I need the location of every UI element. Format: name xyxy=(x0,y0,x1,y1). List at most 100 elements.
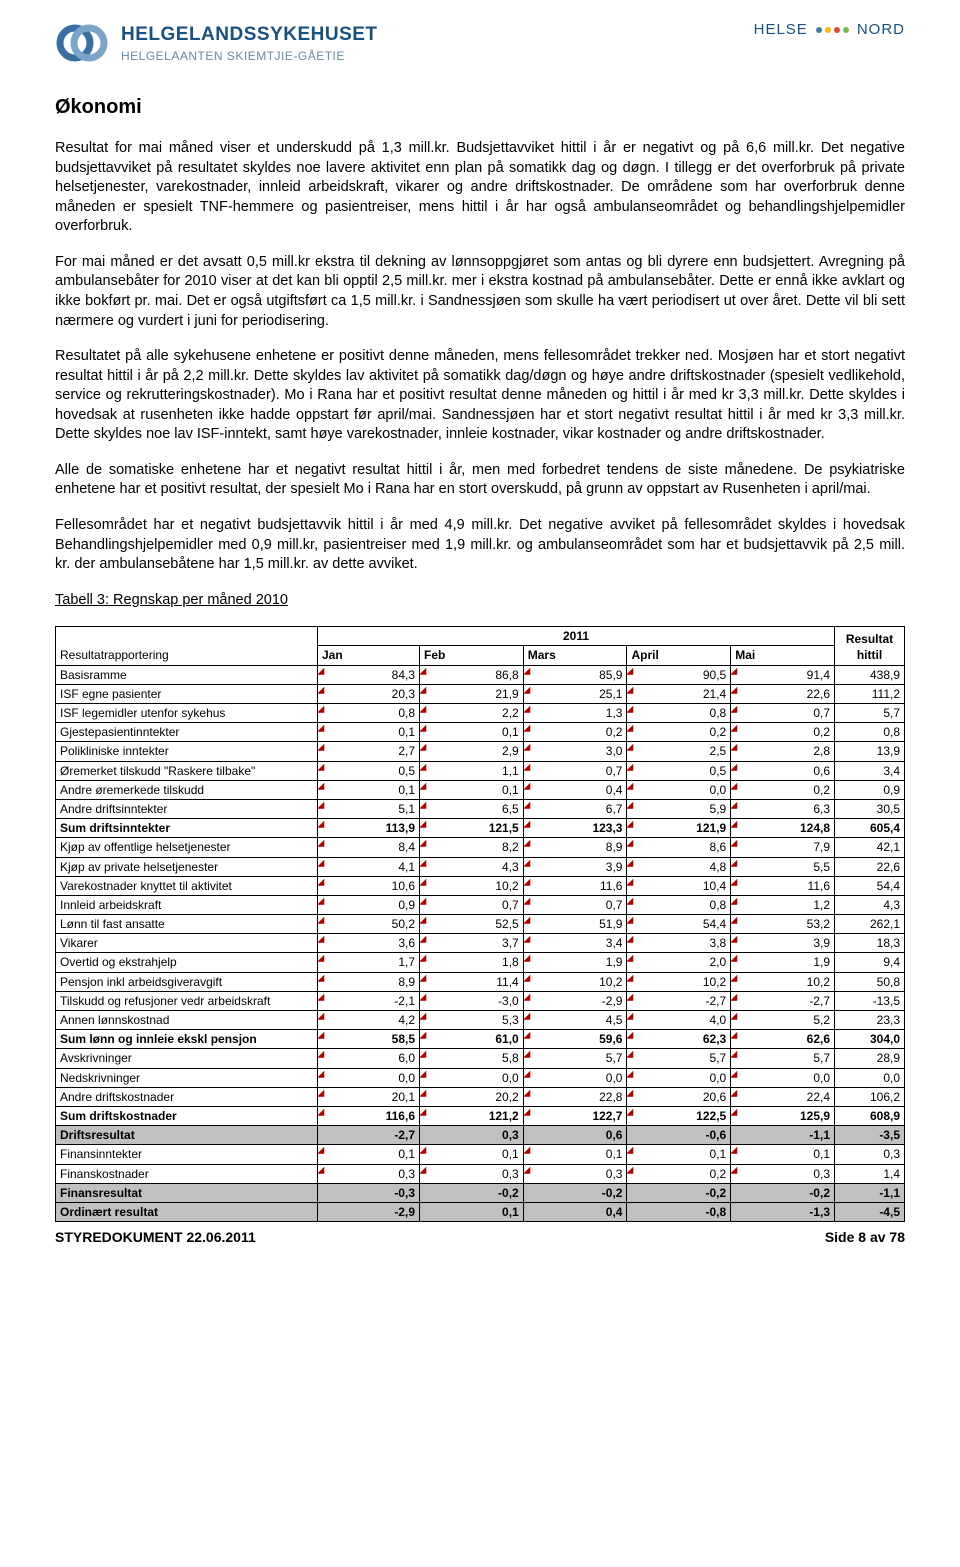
cell-marker-icon xyxy=(627,706,638,717)
cell-value: 0,3 xyxy=(523,1164,627,1183)
cell-marker-icon xyxy=(419,1166,430,1177)
cell-marker-icon xyxy=(730,744,741,755)
cell-marker-icon xyxy=(419,1109,430,1120)
hospital-logo-icon xyxy=(55,20,111,66)
cell-marker-icon xyxy=(523,802,534,813)
cell-value: 5,7 xyxy=(523,1049,627,1068)
year-header: 2011 xyxy=(318,627,835,646)
table-body: Basisramme84,386,885,990,591,4438,9ISF e… xyxy=(56,665,905,1221)
row-label: Gjestepasientinntekter xyxy=(56,723,318,742)
cell-marker-icon xyxy=(317,917,328,928)
cell-marker-icon xyxy=(523,687,534,698)
cell-value: 0,1 xyxy=(318,1145,420,1164)
row-label: Lønn til fast ansatte xyxy=(56,915,318,934)
cell-marker-icon xyxy=(627,763,638,774)
cell-marker-icon xyxy=(317,898,328,909)
row-label: Driftsresultat xyxy=(56,1126,318,1145)
row-label: Pensjon inkl arbeidsgiveravgift xyxy=(56,972,318,991)
row-label: Overtid og ekstrahjelp xyxy=(56,953,318,972)
table-row: Gjestepasientinntekter0,10,10,20,20,20,8 xyxy=(56,723,905,742)
cell-marker-icon xyxy=(627,744,638,755)
row-label: Sum lønn og innleie ekskl pensjon xyxy=(56,1030,318,1049)
cell-value: 13,9 xyxy=(835,742,905,761)
cell-value: -2,7 xyxy=(627,991,731,1010)
cell-marker-icon xyxy=(730,1051,741,1062)
cell-value: 122,7 xyxy=(523,1106,627,1125)
cell-marker-icon xyxy=(317,725,328,736)
cell-value: 5,7 xyxy=(731,1049,835,1068)
cell-value: 10,2 xyxy=(627,972,731,991)
month-header: Jan xyxy=(318,646,420,665)
cell-marker-icon xyxy=(419,840,430,851)
cell-value: 121,5 xyxy=(420,819,524,838)
cell-marker-icon xyxy=(419,917,430,928)
cell-value: 121,9 xyxy=(627,819,731,838)
cell-marker-icon xyxy=(627,1070,638,1081)
cell-marker-icon xyxy=(523,667,534,678)
cell-marker-icon xyxy=(627,1109,638,1120)
cell-marker-icon xyxy=(419,821,430,832)
table-row: Basisramme84,386,885,990,591,4438,9 xyxy=(56,665,905,684)
cell-value: 0,7 xyxy=(420,895,524,914)
cell-value: 122,5 xyxy=(627,1106,731,1125)
cell-marker-icon xyxy=(317,802,328,813)
cell-marker-icon xyxy=(730,1070,741,1081)
cell-value: 0,0 xyxy=(318,1068,420,1087)
cell-marker-icon xyxy=(523,1013,534,1024)
cell-marker-icon xyxy=(419,802,430,813)
cell-value: 0,0 xyxy=(420,1068,524,1087)
cell-marker-icon xyxy=(730,1166,741,1177)
cell-value: 1,3 xyxy=(523,704,627,723)
cell-marker-icon xyxy=(523,994,534,1005)
footer-page-number: Side 8 av 78 xyxy=(825,1228,905,1247)
cell-marker-icon xyxy=(730,840,741,851)
cell-value: 8,6 xyxy=(627,838,731,857)
cell-value: 90,5 xyxy=(627,665,731,684)
cell-value: 2,9 xyxy=(420,742,524,761)
cell-value: 5,8 xyxy=(420,1049,524,1068)
cell-value: -0,2 xyxy=(627,1183,731,1202)
cell-value: 0,1 xyxy=(318,723,420,742)
cell-marker-icon xyxy=(627,878,638,889)
table-row: Polikliniske inntekter2,72,93,02,52,813,… xyxy=(56,742,905,761)
cell-value: 0,8 xyxy=(627,704,731,723)
cell-value: 0,9 xyxy=(318,895,420,914)
brand-helse: HELSE xyxy=(754,20,808,40)
cell-value: -0,3 xyxy=(318,1183,420,1202)
cell-marker-icon xyxy=(419,1013,430,1024)
cell-marker-icon xyxy=(730,1147,741,1158)
cell-value: 10,2 xyxy=(523,972,627,991)
cell-value: 3,9 xyxy=(523,857,627,876)
cell-value: 22,6 xyxy=(731,684,835,703)
cell-marker-icon xyxy=(317,840,328,851)
table-caption: Tabell 3: Regnskap per måned 2010 xyxy=(55,591,905,611)
table-row: ISF legemidler utenfor sykehus0,82,21,30… xyxy=(56,704,905,723)
cell-value: 86,8 xyxy=(420,665,524,684)
cell-marker-icon xyxy=(627,974,638,985)
cell-marker-icon xyxy=(317,706,328,717)
cell-value: 0,0 xyxy=(627,1068,731,1087)
cell-marker-icon xyxy=(317,782,328,793)
cell-value: 20,6 xyxy=(627,1087,731,1106)
helse-nord-brand: HELSE NORD xyxy=(754,20,905,40)
cell-value: -2,9 xyxy=(318,1202,420,1221)
cell-marker-icon xyxy=(523,974,534,985)
cell-value: 62,6 xyxy=(731,1030,835,1049)
cell-marker-icon xyxy=(730,687,741,698)
row-label: Varekostnader knyttet til aktivitet xyxy=(56,876,318,895)
cell-value: 62,3 xyxy=(627,1030,731,1049)
cell-marker-icon xyxy=(317,1089,328,1100)
cell-marker-icon xyxy=(523,1089,534,1100)
cell-value: 4,0 xyxy=(627,1011,731,1030)
cell-value: 22,8 xyxy=(523,1087,627,1106)
cell-value: 116,6 xyxy=(318,1106,420,1125)
body-paragraph: Fellesområdet har et negativt budsjettav… xyxy=(55,516,905,575)
row-label: Annen lønnskostnad xyxy=(56,1011,318,1030)
cell-value: 0,1 xyxy=(627,1145,731,1164)
cell-value: 0,2 xyxy=(731,780,835,799)
cell-value: 113,9 xyxy=(318,819,420,838)
cell-value: 50,2 xyxy=(318,915,420,934)
cell-marker-icon xyxy=(523,840,534,851)
cell-marker-icon xyxy=(730,802,741,813)
cell-value: 0,0 xyxy=(835,1068,905,1087)
